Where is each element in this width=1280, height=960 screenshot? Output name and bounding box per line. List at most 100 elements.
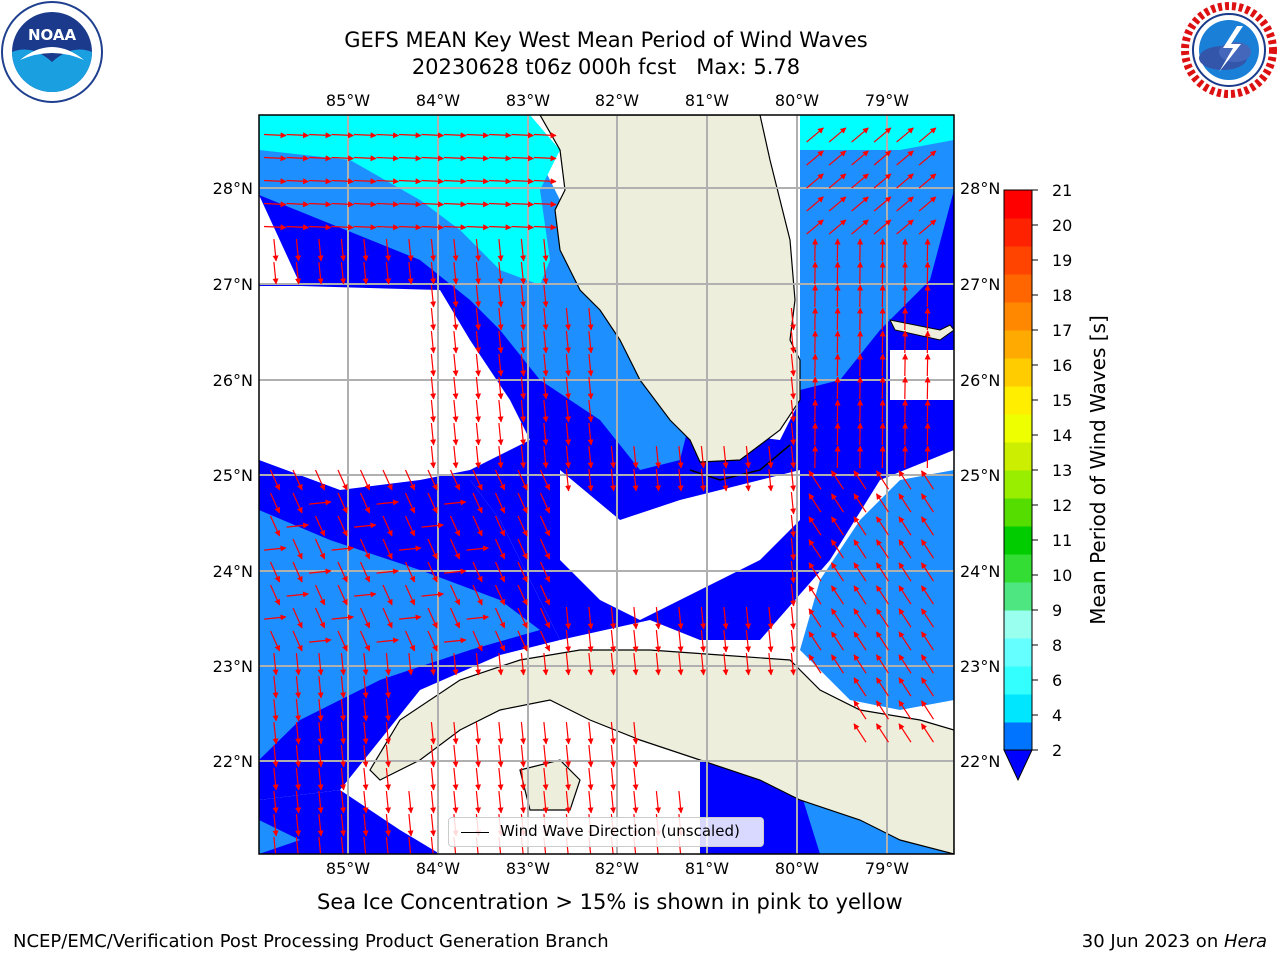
wind-wave-arrow: [497, 262, 504, 285]
wind-wave-arrow: [655, 469, 662, 492]
wind-wave-arrow: [632, 446, 639, 469]
wind-wave-arrow: [466, 155, 490, 162]
wind-wave-arrow: [565, 722, 572, 745]
wind-wave-arrow: [677, 791, 684, 814]
wind-wave-arrow: [488, 155, 512, 162]
wind-wave-arrow: [421, 178, 445, 185]
wind-wave-arrow: [587, 768, 594, 791]
wind-wave-arrow: [520, 239, 527, 262]
wind-wave-arrow: [475, 446, 482, 469]
wind-wave-arrow: [421, 522, 444, 529]
wind-wave-arrow: [517, 515, 528, 537]
wind-wave-arrow: [427, 538, 438, 560]
wind-wave-arrow: [517, 630, 528, 652]
wind-wave-arrow: [808, 562, 822, 582]
lat-tick-left: 22°N: [213, 752, 253, 771]
wind-wave-arrow: [382, 469, 393, 491]
wind-wave-arrow: [542, 745, 549, 768]
wind-wave-arrow: [896, 173, 914, 189]
colorbar-segment: [1004, 274, 1032, 303]
wind-wave-arrow: [353, 155, 377, 162]
lat-tick-right: 22°N: [960, 752, 1000, 771]
wind-wave-arrow: [430, 400, 437, 423]
wind-wave-arrow: [362, 262, 369, 285]
wind-wave-arrow: [376, 499, 399, 506]
lat-tick-right: 27°N: [960, 275, 1000, 294]
map-area: [259, 115, 954, 854]
wind-wave-arrow: [337, 469, 348, 491]
wind-wave-arrow: [430, 768, 437, 791]
wind-wave-arrow: [449, 469, 461, 491]
wind-wave-arrow: [376, 224, 400, 231]
field-6-8s-east: [800, 115, 954, 150]
wind-wave-arrow: [790, 584, 797, 607]
wind-wave-arrow: [790, 446, 797, 469]
wind-wave-arrow: [539, 469, 551, 491]
wind-wave-arrow: [286, 591, 309, 598]
lon-tick-bottom: 85°W: [326, 859, 370, 878]
wind-wave-arrow: [896, 127, 914, 143]
wind-wave-arrow: [655, 607, 662, 630]
wind-wave-arrow: [427, 561, 438, 583]
wind-wave-arrow: [292, 469, 303, 491]
colorbar-tick-label: 20: [1052, 216, 1072, 235]
wind-wave-arrow: [264, 545, 287, 552]
wind-wave-arrow: [407, 653, 414, 676]
wind-wave-arrow: [353, 178, 377, 185]
wind-wave-arrow: [263, 178, 287, 185]
wind-wave-arrow: [359, 469, 371, 491]
wind-wave-arrow: [295, 837, 302, 854]
wind-wave-arrow: [382, 538, 393, 560]
lon-tick-top: 83°W: [506, 91, 550, 110]
colorbar-segment: [1004, 302, 1032, 331]
wind-wave-arrow: [511, 224, 535, 231]
wind-wave-arrow: [475, 239, 482, 262]
wind-wave-arrow: [677, 469, 684, 492]
wind-wave-arrow: [385, 768, 392, 791]
colorbar-segment: [1004, 330, 1032, 359]
wind-wave-arrow: [359, 561, 371, 583]
wind-wave-arrow: [587, 791, 594, 814]
wind-wave-arrow: [427, 607, 438, 629]
wind-wave-arrow: [790, 492, 797, 515]
footer-host: Hera: [1223, 931, 1267, 952]
wind-wave-arrow: [542, 377, 549, 400]
wind-wave-arrow: [444, 499, 467, 506]
wind-wave-arrow: [421, 224, 445, 231]
lon-tick-top: 84°W: [416, 91, 460, 110]
wind-wave-arrow: [362, 676, 369, 699]
wind-wave-arrow: [466, 201, 490, 208]
wind-wave-arrow: [497, 423, 504, 446]
wind-wave-arrow: [295, 239, 302, 262]
wind-wave-arrow: [488, 201, 512, 208]
wind-wave-arrow: [337, 584, 348, 606]
wind-wave-arrow: [898, 493, 912, 513]
wind-wave-arrow: [263, 132, 287, 139]
legend-label: Wind Wave Direction (unscaled): [500, 822, 740, 840]
wind-wave-arrow: [292, 607, 303, 629]
wind-wave-arrow: [376, 637, 399, 644]
wind-wave-arrow: [331, 132, 355, 139]
wind-wave-arrow: [354, 591, 377, 598]
wind-wave-arrow: [853, 654, 867, 674]
wind-wave-arrow: [385, 653, 392, 676]
wind-wave-arrow: [340, 837, 347, 854]
wind-wave-arrow: [263, 155, 287, 162]
lon-tick-top: 81°W: [685, 91, 729, 110]
lon-tick-top: 79°W: [865, 91, 909, 110]
colorbar-segment: [1004, 470, 1032, 499]
wind-wave-arrow: [308, 132, 332, 139]
wind-wave-arrow: [898, 723, 912, 743]
wind-wave-arrow: [539, 607, 551, 629]
colorbar-tick-label: 11: [1052, 531, 1072, 550]
wind-wave-arrow: [565, 607, 572, 630]
wind-wave-arrow: [828, 150, 847, 166]
wind-wave-arrow: [404, 469, 416, 491]
wind-wave-arrow: [920, 539, 935, 559]
wind-wave-arrow: [896, 219, 914, 235]
wind-wave-arrow: [497, 331, 504, 354]
wind-wave-arrow: [359, 630, 371, 652]
wind-wave-arrow: [677, 446, 684, 469]
wind-wave-arrow: [362, 653, 369, 676]
wind-wave-arrow: [286, 522, 309, 529]
